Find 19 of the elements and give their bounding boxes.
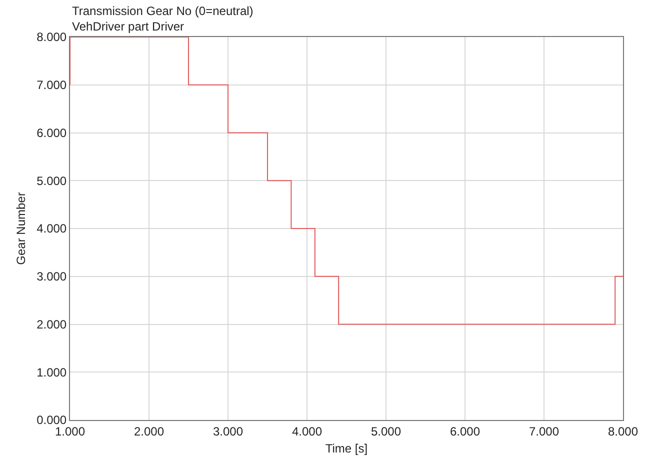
chart-title: Transmission Gear No (0=neutral): [72, 4, 254, 18]
chart-subtitle: VehDriver part Driver: [72, 20, 184, 34]
x-tick-label: 6.000: [450, 424, 480, 438]
y-axis-title: Gear Number: [14, 192, 28, 265]
y-tick-label: 2.000: [36, 317, 67, 332]
x-tick-label: 4.000: [292, 424, 322, 438]
x-tick-label: 5.000: [370, 424, 402, 438]
y-tick-label: 4.000: [36, 222, 67, 236]
y-tick-label: 6.000: [36, 126, 67, 140]
y-tick-label: 3.000: [36, 270, 67, 284]
x-tick-label: 3.000: [212, 424, 244, 438]
y-tick-label: 5.000: [36, 174, 67, 188]
x-tick-label: 2.000: [134, 424, 164, 438]
x-axis-title: Time [s]: [325, 441, 368, 456]
y-tick-label: 1.000: [36, 365, 67, 380]
x-tick-label: 7.000: [528, 424, 560, 438]
y-tick-label: 8.000: [36, 30, 67, 44]
x-tick-label: 8.000: [608, 424, 638, 438]
y-tick-label: 7.000: [36, 78, 67, 92]
